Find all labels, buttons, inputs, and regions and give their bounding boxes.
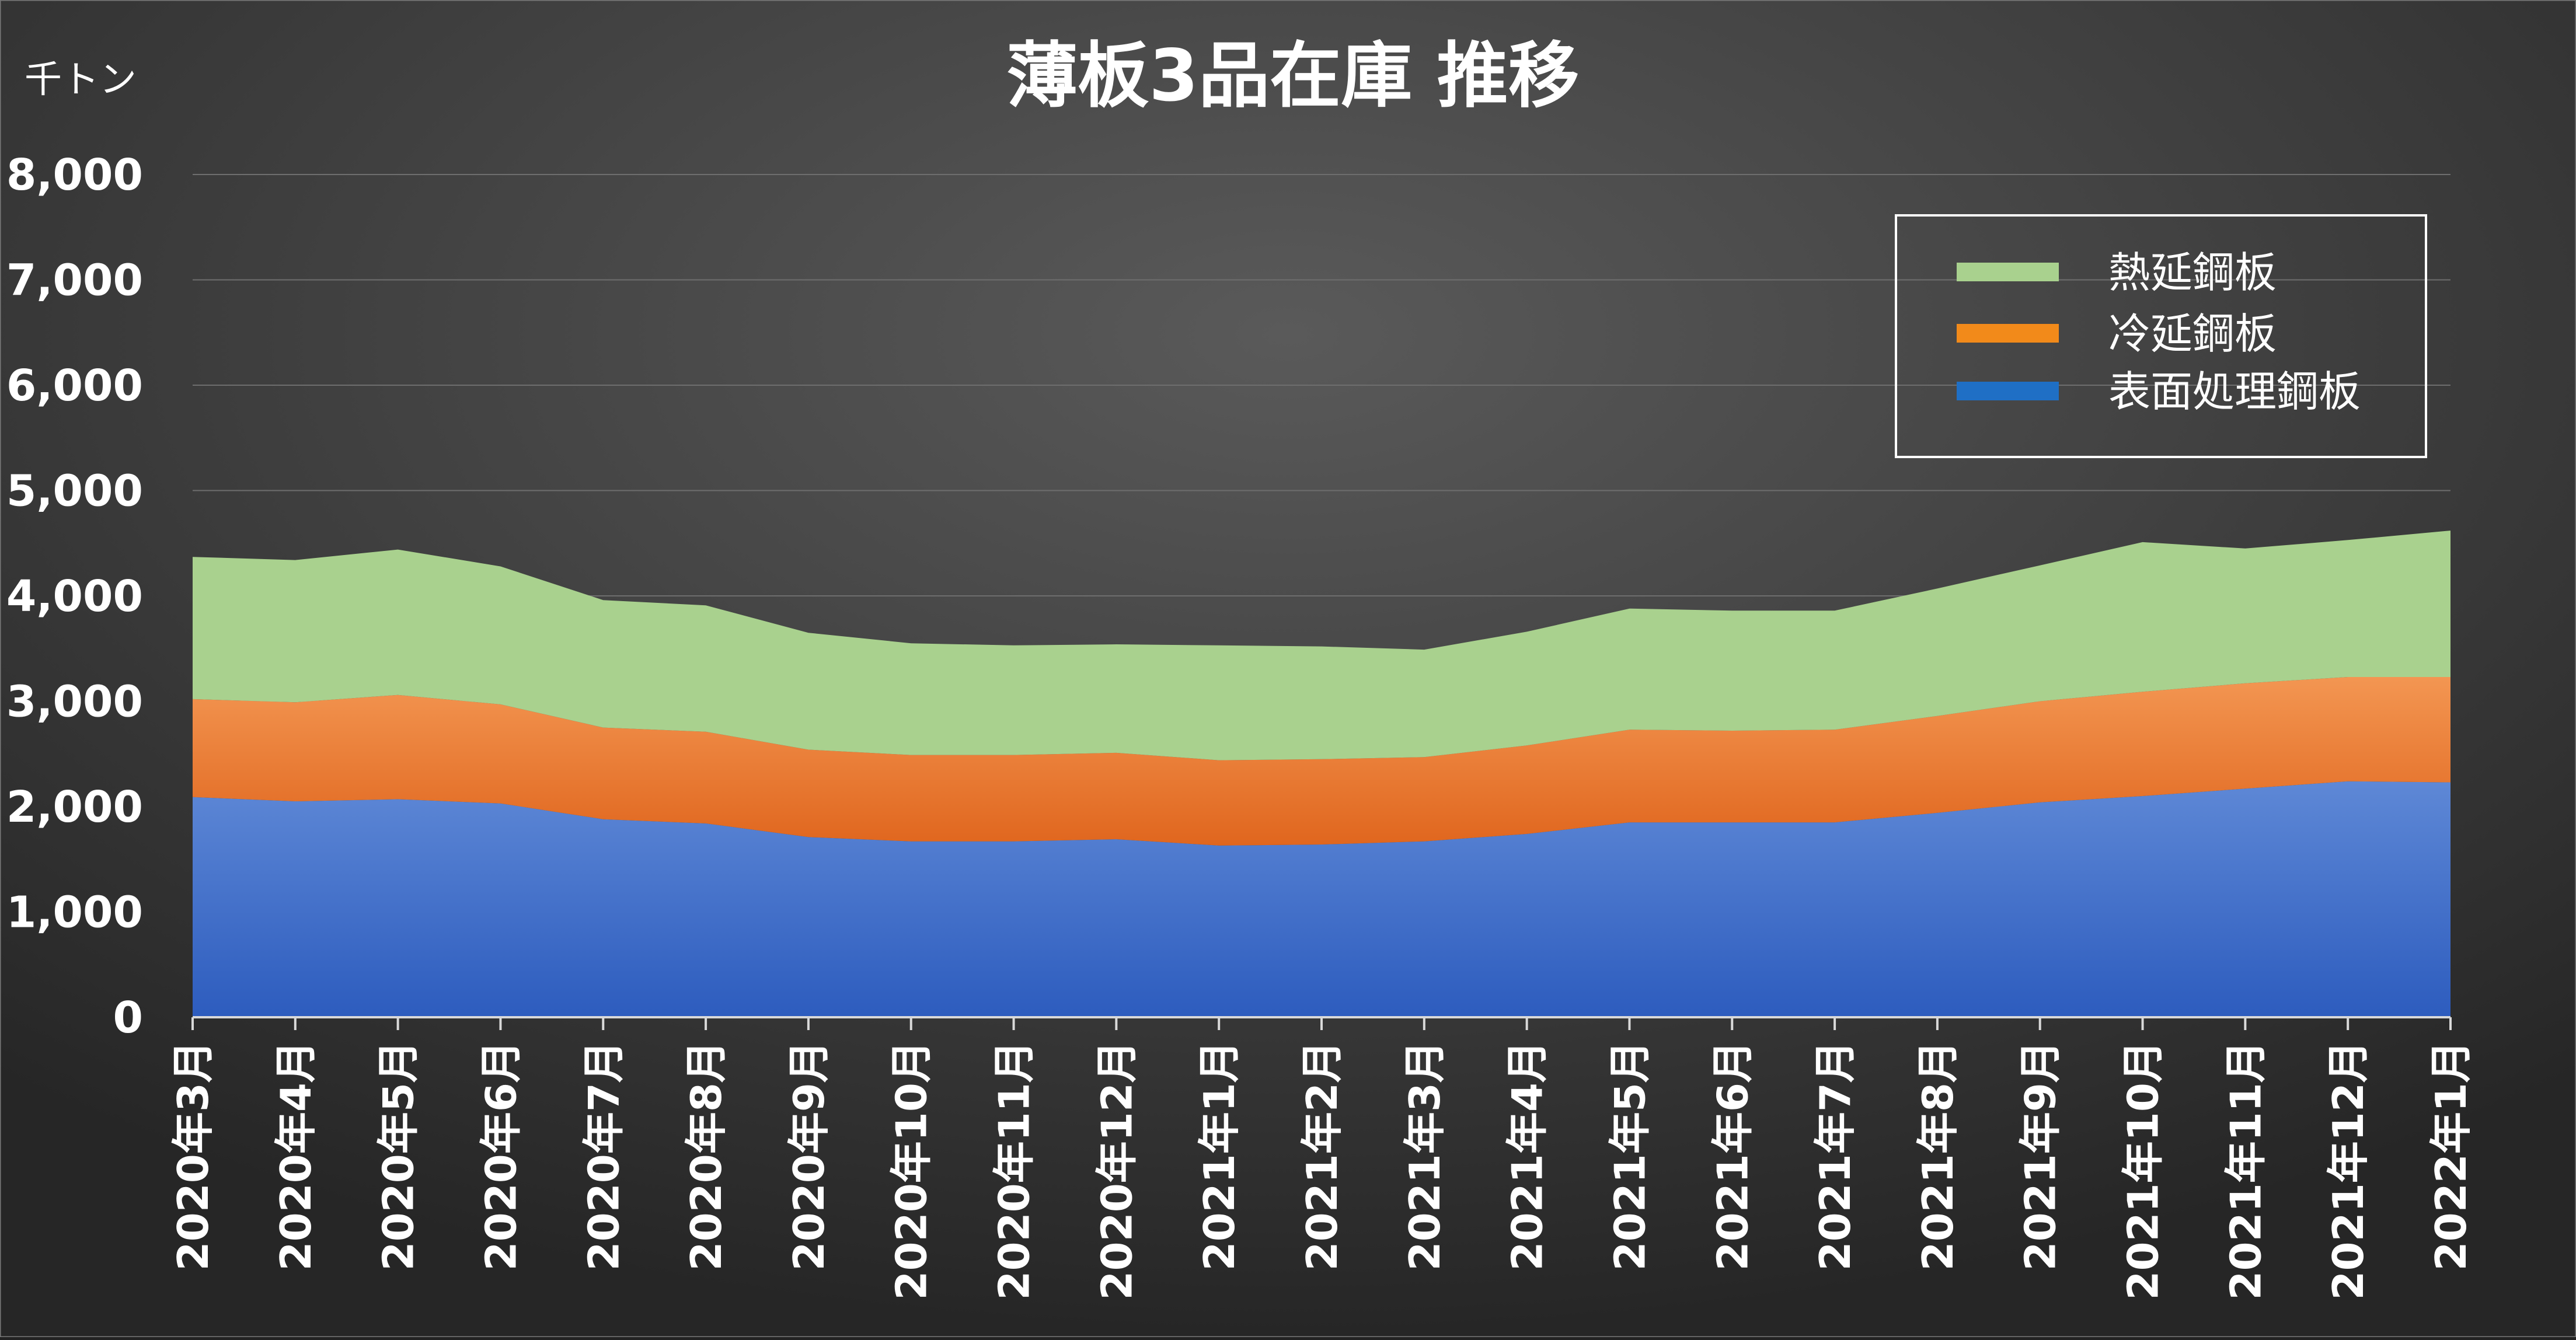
y-tick-label: 5,000 xyxy=(6,466,143,517)
legend-box xyxy=(1895,214,2427,458)
y-tick-label: 1,000 xyxy=(6,888,143,938)
y-tick-label: 6,000 xyxy=(6,361,143,411)
y-tick-label: 4,000 xyxy=(6,571,143,622)
x-tick-label: 2020年5月 xyxy=(374,1041,423,1271)
y-tick-label: 3,000 xyxy=(6,677,143,727)
x-tick-label: 2021年2月 xyxy=(1298,1041,1347,1271)
x-tick-label: 2021年11月 xyxy=(2221,1041,2270,1300)
x-tick-label: 2021年12月 xyxy=(2324,1041,2373,1300)
x-tick-label: 2020年12月 xyxy=(1092,1041,1141,1300)
area-熱延鋼板 xyxy=(193,531,2450,760)
x-tick-label: 2021年7月 xyxy=(1811,1041,1860,1271)
x-tick-label: 2021年3月 xyxy=(1400,1041,1449,1271)
x-tick-label: 2021年8月 xyxy=(1913,1041,1962,1271)
y-axis-tick-labels: 0 1,000 2,000 3,000 4,000 5,000 6,000 7,000 8,00… xyxy=(6,150,143,1043)
x-tick-label: 2020年9月 xyxy=(785,1041,834,1271)
x-tick-label: 2020年10月 xyxy=(887,1041,936,1300)
y-tick-label: 7,000 xyxy=(6,256,143,306)
x-tick-label: 2021年9月 xyxy=(2016,1041,2065,1271)
chart-title: 薄板3品在庫 推移 xyxy=(1006,34,1579,117)
area-冷延鋼板 xyxy=(193,677,2450,846)
legend-swatch xyxy=(1957,382,2059,400)
axes xyxy=(191,1016,2452,1030)
unit-label: 千トン xyxy=(25,58,137,102)
legend-swatch xyxy=(1957,324,2059,343)
x-tick-label: 2020年7月 xyxy=(579,1041,628,1271)
y-tick-label: 8,000 xyxy=(6,150,143,200)
legend-label: 冷延鋼板 xyxy=(2108,309,2277,358)
x-tick-label: 2021年4月 xyxy=(1503,1041,1552,1271)
y-tick-label: 2,000 xyxy=(6,782,143,832)
x-tick-label: 2021年10月 xyxy=(2119,1041,2168,1300)
x-tick-label: 2022年1月 xyxy=(2427,1041,2476,1271)
x-tick-label: 2020年11月 xyxy=(990,1041,1039,1300)
x-tick-label: 2021年1月 xyxy=(1195,1041,1244,1271)
x-tick-label: 2020年3月 xyxy=(169,1041,218,1271)
legend-swatch xyxy=(1957,263,2059,281)
legend-label: 熱延鋼板 xyxy=(2108,248,2277,297)
x-tick-label: 2020年4月 xyxy=(271,1041,320,1271)
x-tick-label: 2021年6月 xyxy=(1708,1041,1757,1271)
x-tick-label: 2020年6月 xyxy=(476,1041,525,1271)
area-series xyxy=(193,531,2450,1017)
x-tick-label: 2021年5月 xyxy=(1605,1041,1654,1271)
x-tick-label: 2020年8月 xyxy=(682,1041,731,1271)
y-tick-label: 0 xyxy=(113,993,144,1043)
legend-label: 表面処理鋼板 xyxy=(2108,367,2361,416)
x-axis-tick-labels: 2020年3月 2020年4月 2020年5月 2020年6月 2020年7月 2020年… xyxy=(169,1041,2476,1300)
area-表面処理鋼板 xyxy=(193,781,2450,1017)
